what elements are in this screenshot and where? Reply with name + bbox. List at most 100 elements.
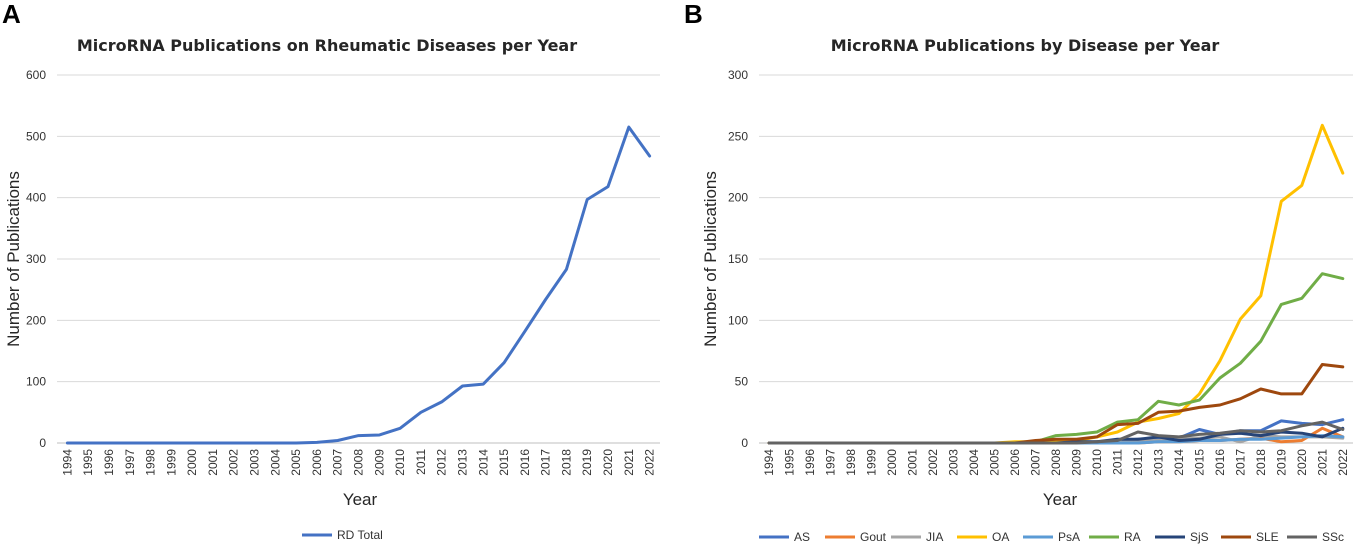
- chart-a-x-tick-label: 2019: [580, 449, 594, 476]
- chart-a-x-tick-label: 1998: [144, 449, 158, 476]
- chart-b-y-tick-label: 300: [728, 68, 748, 82]
- chart-b-x-tick-label: 2008: [1049, 449, 1063, 476]
- chart-a-x-tick-label: 2005: [289, 449, 303, 476]
- chart-b-x-tick-label: 1996: [803, 449, 817, 476]
- chart-a-x-tick-label: 2011: [414, 449, 428, 475]
- chart-a-x-tick-label: 2004: [268, 449, 282, 476]
- chart-a-x-tick-label: 2020: [601, 449, 615, 476]
- chart-b-x-tick-label: 2020: [1295, 449, 1309, 476]
- chart-b-x-tick-label: 2004: [967, 449, 981, 476]
- chart-b-legend-item: JIA: [891, 530, 943, 544]
- chart-a-x-tick-label: 2003: [248, 449, 262, 476]
- chart-b-y-tick-label: 0: [741, 436, 748, 450]
- chart-b-x-tick-label: 2015: [1192, 449, 1206, 476]
- chart-a-y-tick-label: 200: [26, 313, 46, 327]
- chart-a-x-tick-label: 2006: [310, 449, 324, 476]
- chart-b-x-tick-label: 2006: [1008, 449, 1022, 476]
- chart-b-x-tick-label: 2000: [885, 449, 899, 476]
- chart-b-y-tick-label: 250: [728, 129, 748, 143]
- legend-label: Gout: [860, 530, 887, 544]
- chart-a-y-tick-label: 400: [26, 191, 46, 205]
- chart-a-x-tick-label: 2002: [227, 449, 241, 476]
- chart-a-x-tick-label: 1996: [102, 449, 116, 476]
- chart-a-y-tick-label: 300: [26, 252, 46, 266]
- chart-a-x-tick-label: 1995: [81, 449, 95, 476]
- chart-a-x-ticks: 1994 1995 1996 1997 1998 1999 2000 2001 2002 2003…: [60, 449, 656, 476]
- chart-b-x-axis-label: Year: [1043, 490, 1078, 509]
- chart-a-y-ticks: 0 100 200 300 400 500 600: [26, 68, 46, 450]
- chart-a-x-tick-label: 1999: [164, 449, 178, 476]
- chart-a-x-tick-label: 2017: [539, 449, 553, 476]
- legend-label: SLE: [1256, 530, 1279, 544]
- chart-a-series-line-rd-total: [65, 125, 652, 445]
- chart-b-y-axis-label: Number of Publications: [701, 171, 720, 347]
- chart-b-legend-item: OA: [957, 530, 1009, 544]
- chart-b-legend-item: SSc: [1287, 530, 1344, 544]
- chart-b-y-tick-label: 100: [728, 313, 748, 327]
- chart-b-x-tick-label: 2001: [906, 449, 920, 476]
- panel-b-letter: B: [684, 0, 703, 29]
- chart-b-x-tick-label: 2002: [926, 449, 940, 476]
- chart-b-x-tick-label: 1995: [783, 449, 797, 476]
- chart-b-x-tick-label: 2012: [1131, 449, 1145, 476]
- chart-a-y-tick-label: 100: [26, 375, 46, 389]
- chart-b-title: MicroRNA Publications by Disease per Yea…: [831, 36, 1220, 55]
- chart-b-x-tick-label: 1997: [824, 449, 838, 476]
- chart-b-legend-item: AS: [759, 530, 810, 544]
- chart-b-x-tick-label: 2013: [1151, 449, 1165, 476]
- chart-a-x-tick-label: 1997: [123, 449, 137, 476]
- chart-a-x-tick-label: 2021: [622, 449, 636, 476]
- chart-a-legend-item: RD Total: [302, 528, 383, 542]
- chart-b-x-tick-label: 1998: [844, 449, 858, 476]
- chart-b-x-tick-label: 2005: [988, 449, 1002, 476]
- chart-a-y-tick-label: 600: [26, 68, 46, 82]
- chart-a-x-tick-label: 2007: [331, 449, 345, 476]
- chart-a-x-tick-label: 2008: [352, 449, 366, 476]
- chart-b-x-tick-label: 2003: [947, 449, 961, 476]
- panel-b: B MicroRNA Publications by Disease per Y…: [684, 0, 1353, 544]
- chart-a-y-tick-label: 500: [26, 129, 46, 143]
- chart-a-x-tick-label: 2018: [559, 449, 573, 476]
- chart-b-x-ticks: 1994 1995 1996 1997 1998 1999 2000 2001 2002 2003…: [762, 449, 1350, 476]
- chart-a-legend: RD Total: [302, 528, 383, 542]
- chart-a-x-tick-label: 2022: [643, 449, 657, 476]
- chart-b-x-tick-label: 2017: [1233, 449, 1247, 476]
- legend-label: OA: [992, 530, 1009, 544]
- chart-a-x-tick-label: 2001: [206, 449, 220, 476]
- chart-b-x-tick-label: 2011: [1110, 449, 1124, 475]
- chart-a-x-axis-label: Year: [343, 490, 378, 509]
- chart-a-x-tick-label: 2016: [518, 449, 532, 476]
- chart-b-legend: AS Gout JIA OA PsA RA SjS SLE SSc: [759, 530, 1344, 544]
- chart-a-x-tick-label: 2010: [393, 449, 407, 476]
- chart-a-gridlines: [57, 74, 660, 444]
- legend-label: RA: [1124, 530, 1141, 544]
- chart-a-x-tick-label: 2009: [372, 449, 386, 476]
- chart-a-title: MicroRNA Publications on Rheumatic Disea…: [77, 36, 577, 55]
- chart-b-x-tick-label: 2007: [1029, 449, 1043, 476]
- legend-label: AS: [794, 530, 810, 544]
- chart-b-x-tick-label: 1994: [762, 449, 776, 476]
- chart-b-x-tick-label: 2016: [1213, 449, 1227, 476]
- chart-b-x-tick-label: 2010: [1090, 449, 1104, 476]
- chart-b-x-tick-label: 2009: [1069, 449, 1083, 476]
- chart-b-y-tick-label: 150: [728, 252, 748, 266]
- chart-b-y-ticks: 0 50 100 150 200 250 300: [728, 68, 748, 450]
- chart-b-series-lines: [767, 123, 1345, 445]
- chart-b-x-tick-label: 1999: [865, 449, 879, 476]
- chart-a-x-tick-label: 2013: [455, 449, 469, 476]
- chart-b-x-tick-label: 2019: [1274, 449, 1288, 476]
- chart-a-x-tick-label: 2014: [476, 449, 490, 476]
- chart-b-x-tick-label: 2022: [1336, 449, 1350, 476]
- panel-a-letter: A: [2, 0, 21, 29]
- legend-label: RD Total: [337, 528, 383, 542]
- chart-b-series-line-oa: [767, 123, 1345, 445]
- chart-b-series-line-ssc: [767, 420, 1345, 445]
- chart-b-legend-item: SjS: [1155, 530, 1209, 544]
- chart-b-legend-item: RA: [1089, 530, 1141, 544]
- chart-a-x-tick-label: 2015: [497, 449, 511, 476]
- chart-b-y-tick-label: 200: [728, 191, 748, 205]
- legend-label: SjS: [1190, 530, 1209, 544]
- chart-b-y-tick-label: 50: [735, 375, 749, 389]
- chart-b-x-tick-label: 2014: [1172, 449, 1186, 476]
